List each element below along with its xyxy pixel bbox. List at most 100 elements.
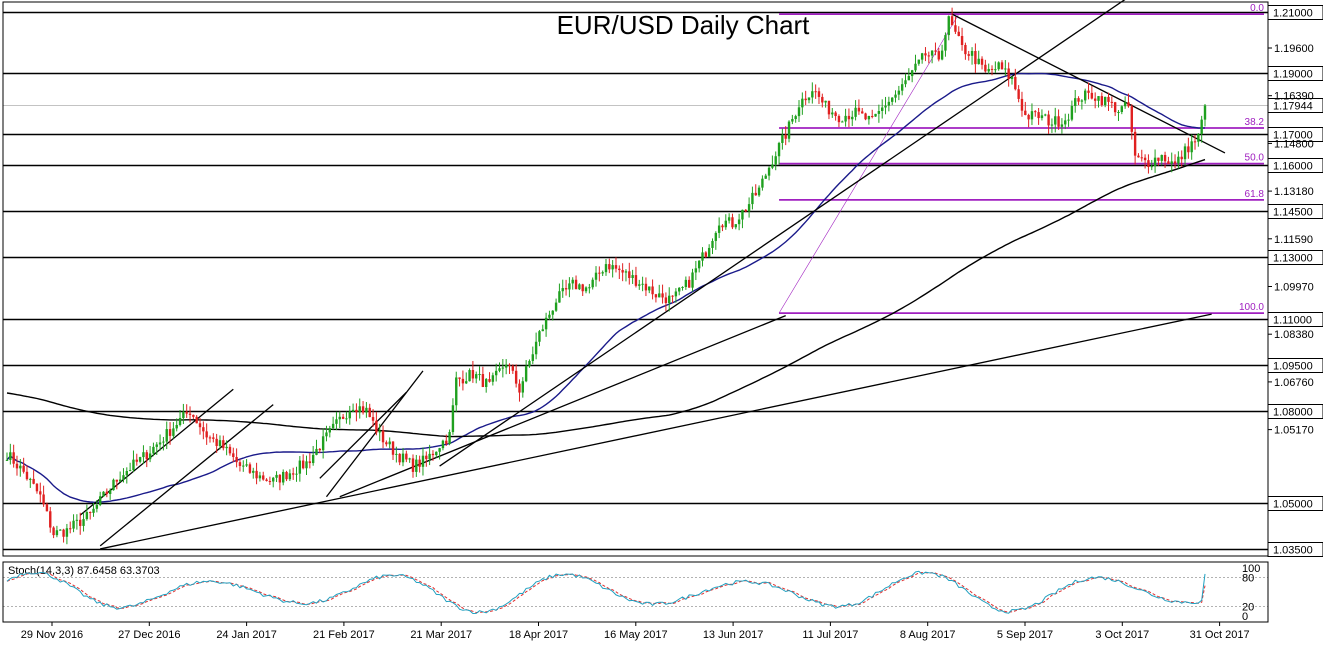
candle-body [684,279,688,287]
candle-body [1064,120,1067,125]
candle-body [391,441,395,455]
candle-body [198,423,202,428]
candle-body [451,405,455,433]
candle-body [1054,116,1057,125]
candle-body [461,378,465,384]
candle-body [262,475,265,480]
candle-body [25,471,29,480]
candle-body [325,432,328,437]
stoch-level-label: 80 [1242,573,1254,585]
candle-body [75,519,79,521]
candle-body [102,491,105,497]
candle-body [168,429,172,436]
candle-body [584,287,588,292]
candle-body [990,68,994,70]
candle-body [1034,111,1037,113]
candle-body [554,302,558,311]
candle-body [1097,96,1100,101]
candle-body [1143,157,1147,161]
candle-body [341,416,345,419]
candle-body [88,512,92,514]
candle-body [428,453,431,460]
candle-body [864,113,867,120]
candle-body [631,275,634,279]
candle-body [831,112,834,115]
candle-body [401,453,405,463]
candle-body [777,142,781,157]
candle-body [1197,133,1200,142]
candle-body [1167,161,1170,164]
candle-body [265,479,268,482]
candle-body [594,272,598,280]
candle-body [678,287,681,292]
candle-body [385,442,388,445]
candle-body [178,417,182,425]
candle-body [847,115,851,120]
candle-body [897,90,901,95]
candle-body [534,341,538,355]
candle-body [255,470,258,479]
candle-body [771,164,774,168]
candle-body [92,508,95,513]
price-tick-label: 1.19600 [1274,43,1314,55]
candle-body [228,446,232,454]
candle-body [42,494,45,505]
stoch-k-line [6,570,1206,615]
trendlines [79,0,1226,550]
candle-body [787,121,791,139]
candle-body [398,453,401,463]
candle-body [731,217,734,228]
candle-body [994,69,997,71]
support-trendline-steep [439,0,1126,467]
candle-body [724,220,727,228]
candle-body [39,491,42,495]
candle-body [478,374,481,376]
candle-body [411,458,415,472]
candle-body [794,116,797,120]
candle-body [272,477,275,482]
date-label: 16 May 2017 [604,629,668,641]
candle-body [521,381,525,393]
candle-body [900,84,904,91]
candle-body [797,107,801,117]
candle-body [604,264,608,273]
candle-body [252,470,255,473]
candle-body [1074,98,1077,107]
candle-body [1160,154,1163,161]
candle-body [1113,102,1117,113]
support-trendline-mid [339,315,786,498]
candle-body [997,62,1000,70]
ma200-line [6,158,1206,438]
candle-body [165,429,168,442]
chart-title: EUR/USD Daily Chart [557,10,811,40]
candle-body [32,478,35,484]
candle-body [1203,105,1207,120]
moving-averages [6,72,1206,504]
candle-body [15,463,19,469]
candle-body [817,91,821,97]
candle-body [1180,156,1183,160]
candle-body [634,275,638,286]
level-label: 1.09500 [1273,361,1313,373]
candle-body [518,383,521,393]
candle-body [275,474,278,478]
candle-body [1047,114,1050,126]
candle-body [19,465,22,469]
candle-body [85,512,89,520]
fib-label: 0.0 [1250,3,1264,14]
candle-body [122,475,125,480]
price-tick-label: 1.08380 [1274,329,1314,341]
candle-body [288,473,292,480]
candle-body [514,370,518,384]
candle-body [72,520,75,529]
price-tick-label: 1.16390 [1274,91,1314,103]
price-panel-frame [2,1,1269,557]
candle-body [814,91,817,93]
level-label: 1.16000 [1273,161,1313,173]
candle-body [974,50,977,65]
candle-body [295,473,298,475]
stoch-level-label: 100 [1242,563,1260,575]
candle-body [854,107,857,117]
candle-body [405,453,408,460]
